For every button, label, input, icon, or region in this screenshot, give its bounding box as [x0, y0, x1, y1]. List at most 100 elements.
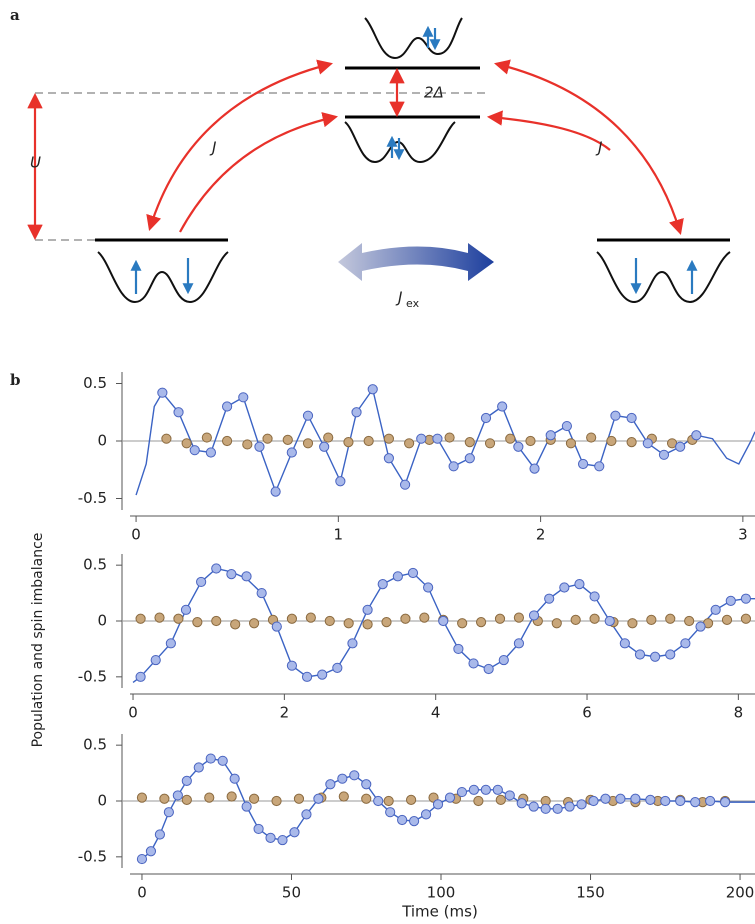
- data-point: [302, 438, 314, 449]
- data-point: [606, 435, 617, 447]
- data-point: [400, 613, 411, 624]
- data-point: [705, 795, 716, 807]
- data-point: [226, 569, 237, 580]
- data-point: [540, 803, 551, 814]
- data-point: [323, 432, 334, 443]
- data-point: [332, 662, 343, 674]
- data-point: [626, 412, 637, 424]
- data-point: [373, 795, 384, 807]
- data-point: [564, 801, 575, 812]
- x-tick-label: 100: [427, 884, 456, 902]
- x-tick-label: 150: [576, 884, 605, 902]
- data-point: [432, 799, 444, 810]
- data-point: [293, 793, 305, 804]
- data-point: [480, 784, 491, 795]
- data-point: [159, 793, 170, 804]
- data-point: [181, 775, 192, 787]
- data-point: [438, 615, 449, 627]
- data-point: [317, 669, 328, 680]
- x-axis-label: Time (ms): [401, 903, 478, 921]
- data-point: [397, 814, 408, 826]
- data-point: [217, 755, 228, 766]
- y-tick-label: 0.5: [83, 556, 107, 574]
- x-tick-label: 0: [128, 704, 138, 722]
- data-point: [180, 604, 192, 615]
- data-point: [650, 651, 661, 662]
- j-label: J: [595, 139, 602, 157]
- u-label: U: [30, 154, 41, 172]
- data-point: [221, 401, 233, 412]
- data-point: [495, 794, 506, 805]
- data-point: [684, 615, 695, 627]
- data-point: [660, 795, 671, 807]
- data-point: [319, 441, 330, 452]
- data-point: [408, 816, 420, 827]
- data-point: [419, 612, 430, 623]
- data-point: [377, 579, 388, 590]
- data-point: [444, 792, 456, 803]
- data-point: [626, 437, 637, 448]
- y-tick-label: 0: [97, 792, 107, 810]
- data-point: [604, 615, 615, 627]
- data-point: [282, 434, 293, 445]
- data-point: [383, 453, 394, 464]
- data-point: [468, 658, 479, 669]
- y-axis-label: Population and spin imbalance: [30, 533, 46, 748]
- j-label: J: [209, 139, 216, 157]
- data-point: [385, 807, 396, 818]
- data-point: [634, 649, 646, 660]
- data-point: [407, 567, 419, 579]
- chart: -0.5 0 0.5 0 1 2 3: [78, 372, 755, 544]
- x-tick-label: 4: [431, 704, 441, 722]
- data-point: [473, 795, 484, 807]
- data-point: [494, 613, 506, 624]
- data-point: [588, 795, 599, 807]
- data-point: [589, 613, 600, 624]
- data-point: [313, 793, 324, 804]
- x-tick-label: 200: [726, 884, 755, 902]
- data-point: [135, 671, 146, 682]
- data-point: [483, 663, 494, 675]
- data-point: [586, 432, 597, 443]
- data-point: [226, 791, 237, 802]
- data-point: [513, 441, 524, 452]
- data-point: [205, 753, 216, 764]
- data-point: [325, 779, 336, 790]
- data-point: [362, 604, 373, 615]
- data-point: [392, 571, 403, 582]
- data-point: [516, 798, 527, 809]
- data-point: [453, 643, 464, 655]
- data-point: [338, 791, 349, 802]
- data-point: [630, 793, 641, 804]
- data-point: [351, 407, 362, 418]
- data-point: [277, 834, 288, 846]
- data-point: [193, 762, 204, 773]
- data-point: [615, 793, 626, 804]
- data-point: [253, 823, 264, 835]
- data-point: [627, 618, 638, 629]
- data-point: [665, 649, 676, 660]
- data-point: [740, 613, 752, 624]
- double-well: [364, 17, 463, 60]
- data-point: [646, 614, 657, 625]
- data-point: [204, 792, 215, 803]
- data-point: [675, 441, 686, 452]
- data-point: [513, 638, 525, 649]
- chart: -0.5 0 0.5 0 50 100 150 200 Time (ms): [78, 734, 755, 921]
- data-point: [529, 463, 540, 474]
- data-point: [181, 794, 192, 805]
- data-point: [241, 571, 252, 582]
- data-point: [691, 430, 702, 441]
- data-point: [528, 610, 540, 621]
- data-point: [161, 433, 172, 444]
- j-arrow: [486, 110, 611, 151]
- data-point: [721, 614, 733, 625]
- y-tick-label: -0.5: [78, 667, 107, 685]
- data-point: [589, 591, 600, 602]
- data-point: [719, 797, 731, 808]
- data-point: [154, 829, 166, 840]
- data-point: [248, 618, 260, 629]
- data-point: [480, 412, 492, 424]
- data-point: [610, 410, 621, 421]
- y-tick-label: -0.5: [78, 489, 107, 507]
